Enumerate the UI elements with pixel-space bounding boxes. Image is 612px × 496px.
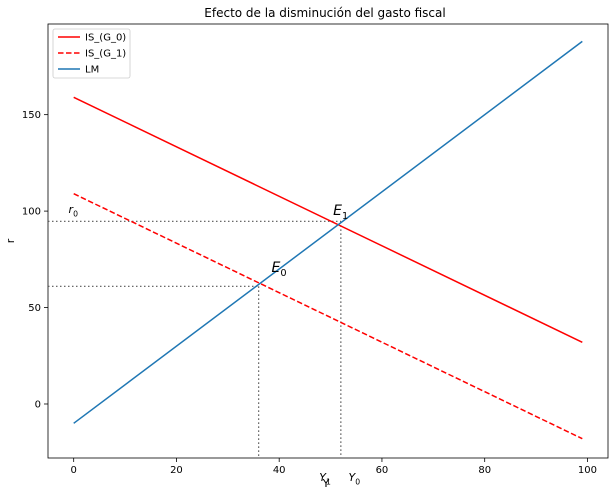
annotation-e0-subscript: 0 <box>280 268 286 279</box>
x-tick-label: 80 <box>478 465 491 476</box>
series-line-2 <box>73 40 583 424</box>
annotation-e0: E0 <box>271 260 286 279</box>
annotation-r0-base: r <box>69 203 75 216</box>
annotation-y0-base: Y <box>349 471 357 484</box>
x-tick-label: 0 <box>71 465 77 476</box>
y-axis-label: r <box>4 238 17 243</box>
x-axis-label: Y <box>322 477 330 490</box>
annotation-y1-subscript: 1 <box>326 477 331 486</box>
series-lines <box>73 40 583 440</box>
legend-label-0: IS_(G_0) <box>85 33 126 44</box>
annotation-e1-base: E <box>333 203 342 219</box>
annotation-e0-base: E <box>271 260 280 276</box>
legend-label-2: LM <box>85 65 99 76</box>
plot-frame <box>47 23 609 459</box>
annotation-y1: Y1 <box>319 471 331 486</box>
chart-title: Efecto de la disminución del gasto fisca… <box>204 6 445 20</box>
annotation-y0-subscript: 0 <box>355 477 360 486</box>
y-tick-label: 150 <box>22 110 41 121</box>
annotation-r0: r0 <box>69 203 79 218</box>
annotation-y0: Y0 <box>349 471 361 486</box>
y-tick-label: 100 <box>22 207 41 218</box>
x-tick-label: 100 <box>578 465 597 476</box>
y-tick-label: 0 <box>35 399 41 410</box>
annotation-e1-subscript: 1 <box>342 211 348 222</box>
legend-label-1: IS_(G_1) <box>85 49 126 60</box>
y-tick-label: 50 <box>28 303 41 314</box>
x-axis: 0 20 40 60 80 100 <box>71 458 597 476</box>
y-axis: 0 50 100 150 <box>22 110 48 410</box>
x-tick-label: 60 <box>376 465 389 476</box>
series-line-0 <box>73 96 583 343</box>
legend: IS_(G_0) IS_(G_1) LM <box>52 28 131 79</box>
series-line-1 <box>73 193 583 440</box>
legend-box <box>52 28 131 79</box>
guide-lines <box>48 220 342 458</box>
x-tick-label: 20 <box>170 465 183 476</box>
x-tick-label: 40 <box>273 465 286 476</box>
annotation-e1: E1 <box>333 203 348 222</box>
annotation-y1-base: Y <box>319 471 327 484</box>
annotation-r0-subscript: 0 <box>73 209 78 218</box>
